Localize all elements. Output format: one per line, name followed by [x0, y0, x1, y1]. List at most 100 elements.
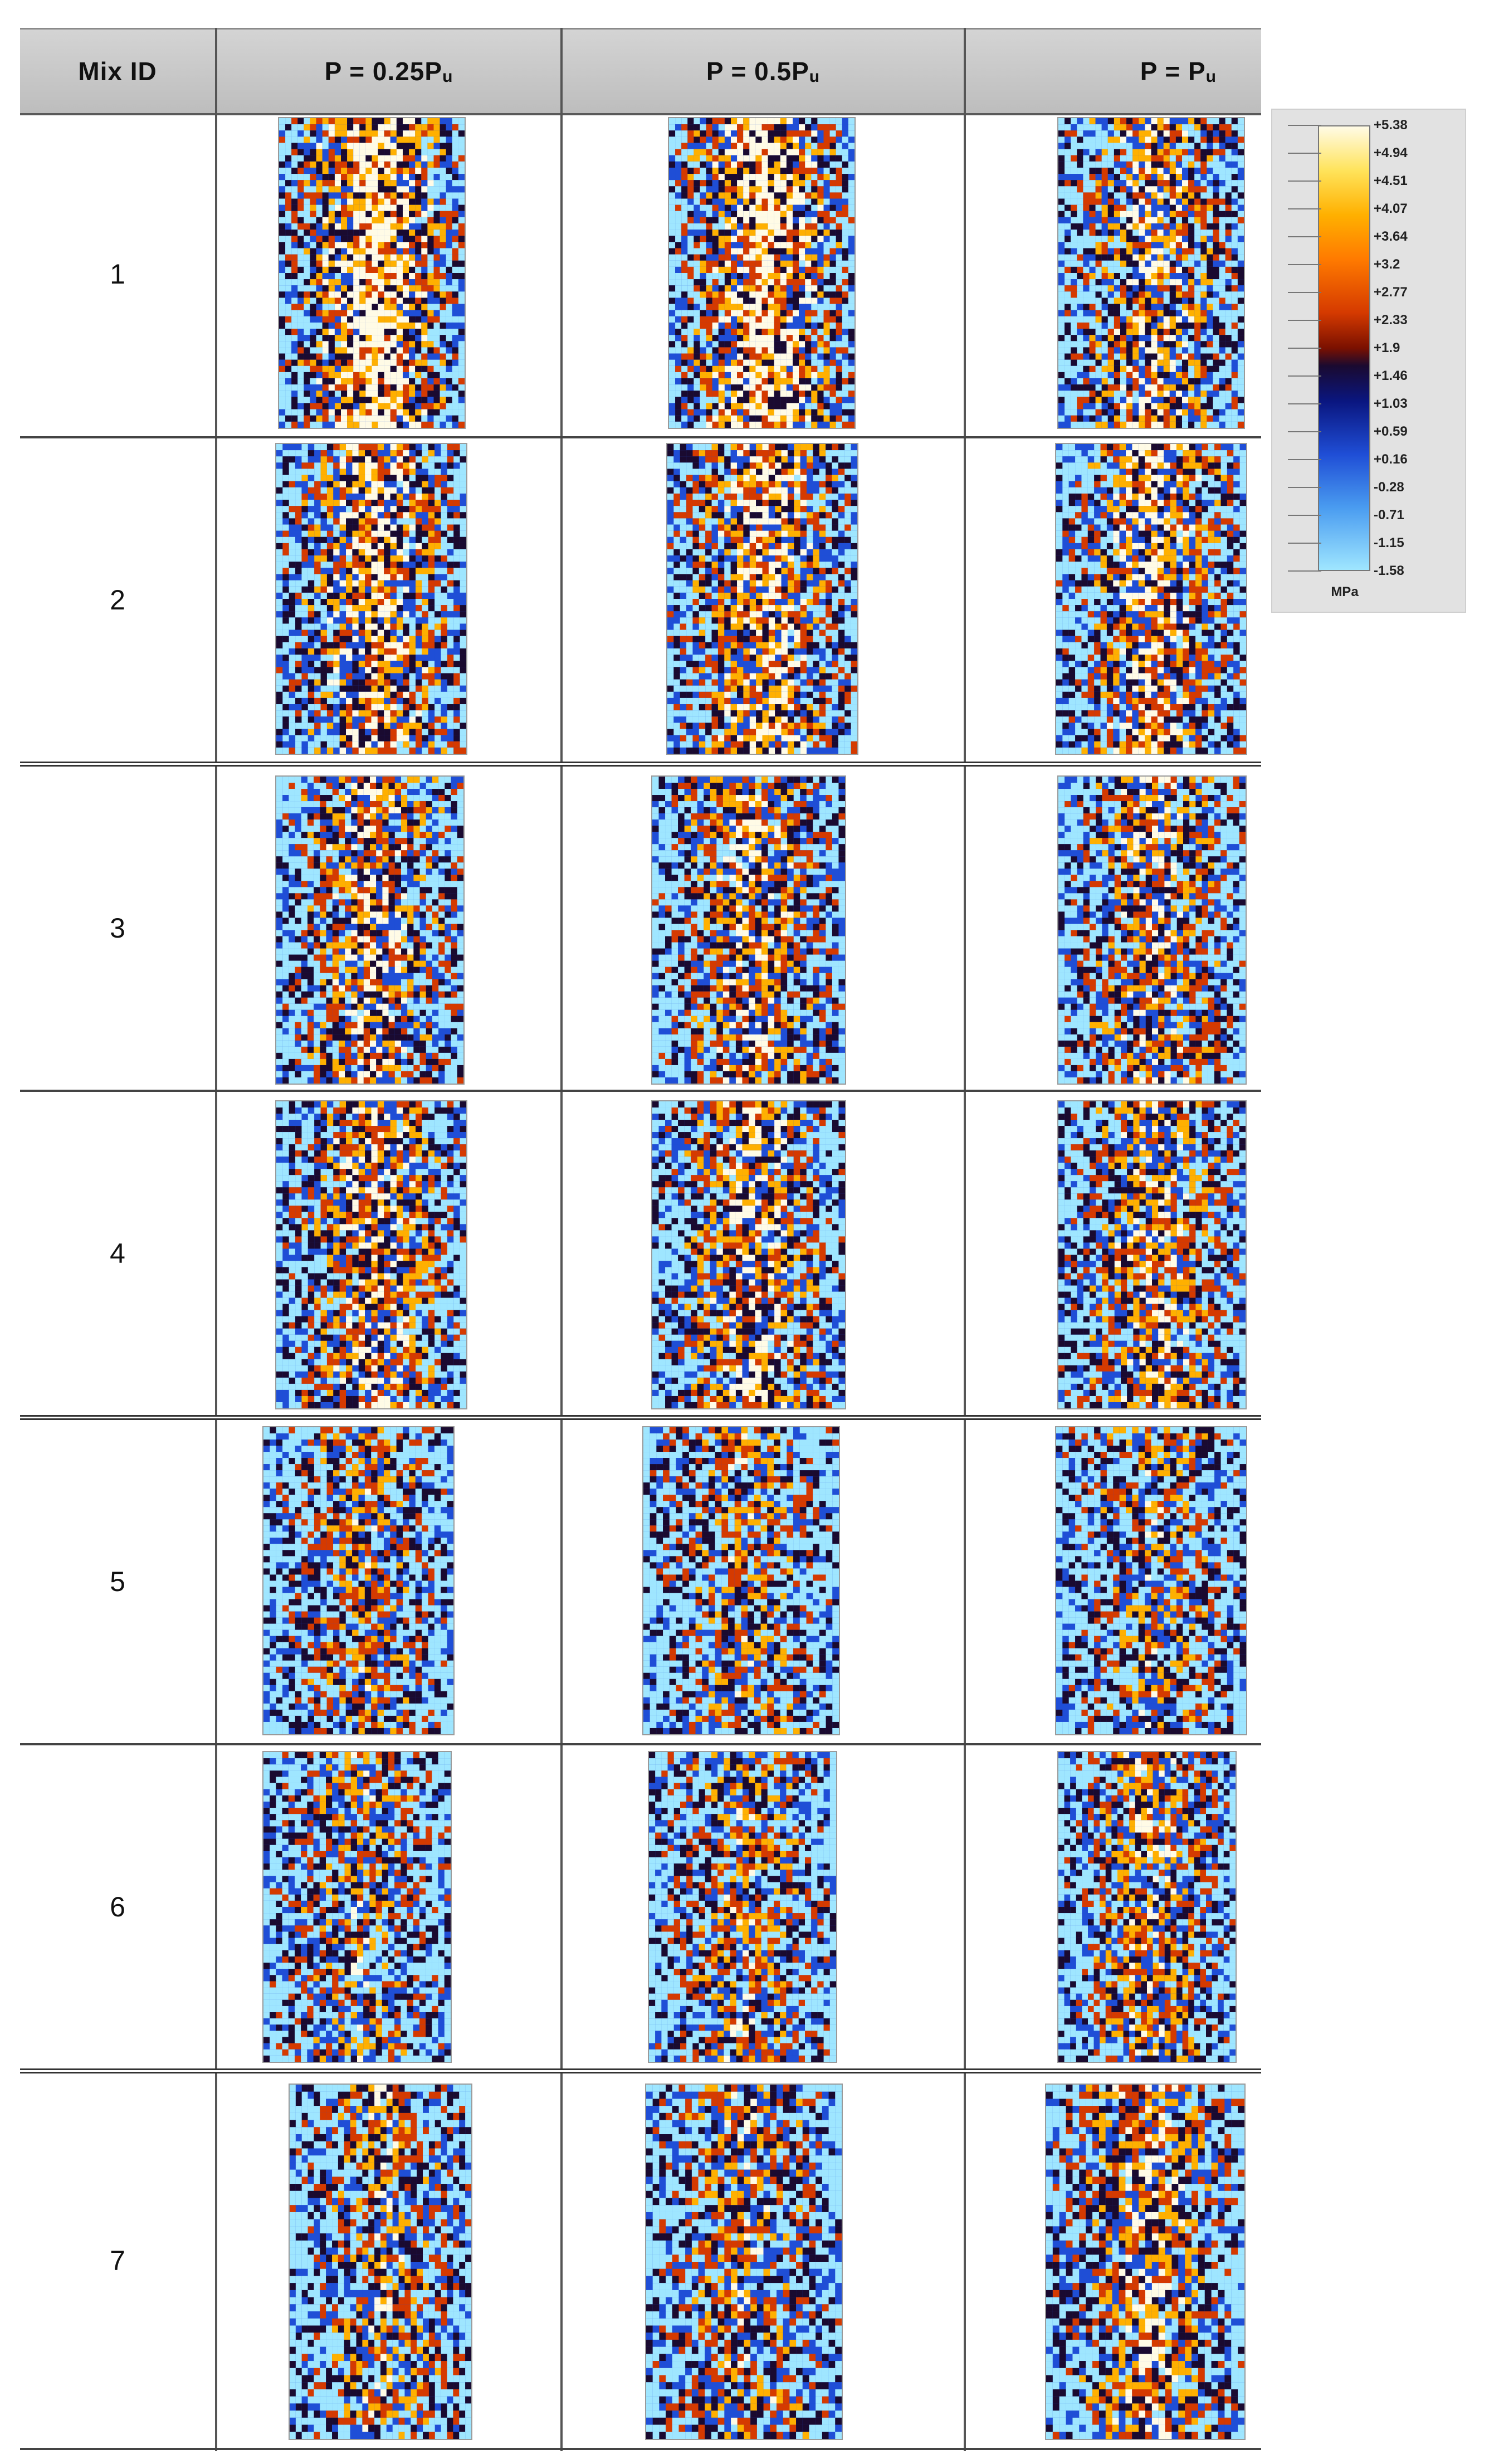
stress-map-image: [1057, 1100, 1247, 1409]
row-divider: [20, 2068, 1261, 2073]
color-bar-tick-label: -1.15: [1374, 536, 1404, 550]
table-row: 6: [20, 1745, 1261, 2068]
stress-map-graphic: [646, 2085, 842, 2439]
stress-map-image: [651, 1100, 846, 1409]
header-load-quarter-subscript: u: [442, 67, 453, 86]
stress-map-image: [262, 1751, 452, 2063]
color-bar-tick: [1288, 208, 1321, 209]
color-bar-legend: +5.38 +4.94 +4.51 +4.07 +3.64 +3.2 +2.77 +2.33 +…: [1271, 109, 1466, 613]
stress-map-image: [651, 775, 846, 1085]
column-divider: [215, 28, 217, 2451]
stress-map-graphic: [1058, 777, 1246, 1084]
stress-map-image: [275, 443, 467, 755]
stress-map-graphic: [643, 1427, 839, 1734]
color-bar-tick-label: +1.46: [1374, 369, 1408, 383]
color-bar-tick-label: +1.03: [1374, 397, 1408, 411]
mix-id-cell: 1: [20, 111, 215, 436]
row-divider: [20, 1090, 1261, 1092]
table-row: 1: [20, 111, 1261, 436]
color-bar-tick: [1288, 125, 1321, 126]
mix-id-cell: 4: [20, 1092, 215, 1415]
mix-id-cell: 5: [20, 1420, 215, 1743]
stress-map-image: [642, 1426, 840, 1735]
column-divider: [560, 28, 563, 2451]
color-bar-tick-label: +4.51: [1374, 174, 1408, 188]
color-bar-tick: [1288, 431, 1321, 432]
color-bar-tick-label: +3.64: [1374, 230, 1408, 243]
header-load-quarter-text: P = 0.25P: [325, 56, 443, 86]
color-bar-tick: [1288, 348, 1321, 349]
color-bar-gradient: [1318, 125, 1370, 571]
color-bar-tick-label: -1.58: [1374, 564, 1404, 578]
color-bar-tick: [1288, 459, 1321, 460]
stress-map-graphic: [276, 444, 466, 754]
stress-map-image: [289, 2084, 472, 2440]
color-bar-tick-label: +3.2: [1374, 258, 1400, 271]
header-load-half-text: P = 0.5P: [706, 56, 809, 86]
color-bar-tick-label: +4.94: [1374, 147, 1408, 160]
table-row: 3: [20, 767, 1261, 1090]
color-bar-tick: [1288, 320, 1321, 321]
color-bar-tick-label: +2.33: [1374, 314, 1408, 327]
header-mix-id: Mix ID: [20, 30, 215, 113]
table-row: 7: [20, 2073, 1261, 2448]
row-divider: [20, 2448, 1261, 2450]
mix-id-cell: 6: [20, 1745, 215, 2068]
stress-map-graphic: [263, 1427, 453, 1734]
stress-map-image: [275, 775, 465, 1085]
color-bar-tick-label: +0.59: [1374, 425, 1408, 438]
row-divider: [20, 762, 1261, 767]
color-bar-tick: [1288, 180, 1321, 182]
stress-map-graphic: [1058, 118, 1244, 428]
stress-map-image: [262, 1426, 455, 1735]
stress-map-image: [648, 1751, 837, 2063]
color-bar-tick: [1288, 543, 1321, 544]
stress-map-graphic: [279, 118, 465, 428]
stress-map-graphic: [290, 2085, 471, 2439]
stress-map-image: [668, 117, 856, 429]
stress-map-graphic: [1056, 1427, 1246, 1734]
color-bar-tick-label: +5.38: [1374, 119, 1408, 132]
table-row: 2: [20, 438, 1261, 762]
color-bar-tick-label: -0.28: [1374, 481, 1404, 494]
color-bar-tick: [1288, 515, 1321, 516]
color-bar-tick-label: +0.16: [1374, 453, 1408, 466]
stress-map-image: [645, 2084, 843, 2440]
header-mix-id-text: Mix ID: [78, 56, 157, 86]
stress-map-graphic: [1056, 444, 1246, 754]
color-bar-tick: [1288, 487, 1321, 488]
stress-map-image: [1057, 1751, 1237, 2063]
stress-map-graphic: [649, 1752, 836, 2062]
row-divider: [20, 1743, 1261, 1745]
stress-map-graphic: [652, 777, 845, 1084]
stress-map-image: [278, 117, 466, 429]
stress-map-image: [275, 1100, 467, 1409]
stress-map-image: [1055, 1426, 1247, 1735]
color-bar-unit: MPa: [1272, 584, 1417, 600]
column-divider: [964, 28, 966, 2451]
color-bar-tick-label: +2.77: [1374, 286, 1408, 299]
row-divider: [20, 436, 1261, 438]
header-load-half-subscript: u: [809, 67, 820, 86]
table-row: 4: [20, 1092, 1261, 1415]
header-load-half: P = 0.5P u: [563, 30, 964, 113]
color-bar-tick: [1288, 153, 1321, 154]
stress-map-image: [1057, 775, 1247, 1085]
mix-id-cell: 2: [20, 438, 215, 762]
stress-map-graphic: [1058, 1101, 1246, 1408]
stress-map-image: [1045, 2084, 1246, 2440]
color-bar-tick-label: -0.71: [1374, 509, 1404, 522]
stress-map-graphic: [669, 118, 855, 428]
row-divider: [20, 1415, 1261, 1420]
color-bar-tick-label: +1.9: [1374, 341, 1400, 355]
color-bar-tick: [1288, 236, 1321, 237]
stress-map-graphic: [263, 1752, 451, 2062]
color-bar-tick: [1288, 375, 1321, 377]
mix-id-cell: 7: [20, 2073, 215, 2448]
color-bar-tick: [1288, 264, 1321, 265]
stress-map-graphic: [1046, 2085, 1244, 2439]
header-load-ultimate-text: P = P: [1140, 56, 1206, 86]
stress-map-graphic: [276, 1101, 466, 1408]
